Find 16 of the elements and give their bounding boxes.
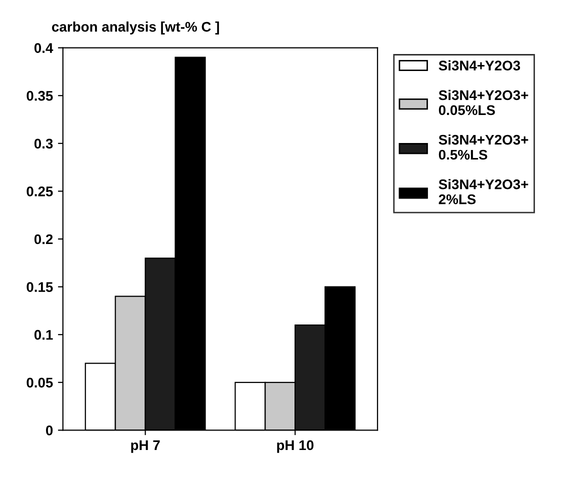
chart-title: carbon analysis [wt-% C ] <box>52 22 219 34</box>
x-tick-label: pH 10 <box>277 440 314 453</box>
y-tick-label: 0.4 <box>34 43 54 53</box>
y-tick-label: 0.1 <box>34 330 53 340</box>
y-tick-label: 0.05 <box>26 378 53 388</box>
legend-label: Si3N4+Y2O3+ 0.05%LS <box>438 90 528 116</box>
y-tick-label: 0.2 <box>34 234 53 244</box>
x-tick-label: pH 7 <box>131 440 160 453</box>
legend-label: Si3N4+Y2O3 <box>438 60 520 71</box>
y-tick-label: 0 <box>46 426 53 436</box>
legend-label: Si3N4+Y2O3+ 0.5%LS <box>438 134 528 160</box>
y-tick-label: 0.3 <box>34 138 53 149</box>
y-tick-label: 0.35 <box>26 90 53 101</box>
y-tick-label: 0.25 <box>26 186 53 196</box>
y-tick-label: 0.15 <box>26 282 53 292</box>
legend-label: Si3N4+Y2O3+ 2%LS <box>438 179 528 204</box>
